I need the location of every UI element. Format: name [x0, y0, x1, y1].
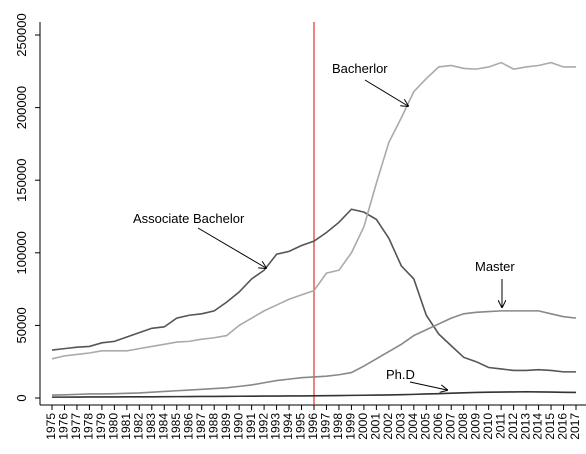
series-line [51, 208, 576, 373]
series-line [51, 61, 576, 360]
annotation-arrow [409, 381, 447, 390]
x-tick-label: 1978 [82, 413, 96, 440]
x-tick-label: 1992 [256, 413, 270, 440]
x-tick-label: 1999 [344, 413, 358, 440]
x-tick-label: 1982 [132, 413, 146, 440]
y-tick-label: 250000 [14, 13, 29, 56]
annotation: Ph.D [386, 367, 415, 382]
x-tick-label: 1997 [319, 413, 333, 440]
x-tick-label: 1995 [294, 413, 308, 440]
annotation: Bacherlor [332, 61, 388, 76]
y-tick-label: 150000 [14, 159, 29, 202]
y-tick-label: 200000 [14, 86, 29, 129]
annotation: Associate Bachelor [133, 211, 245, 226]
annotation-arrow [197, 227, 266, 268]
x-tick-label: 1991 [244, 413, 258, 440]
x-tick-label: 1981 [119, 413, 133, 440]
x-tick-label: 1979 [94, 413, 108, 440]
series-line [51, 310, 577, 396]
series-line [52, 390, 577, 398]
x-tick-label: 2014 [531, 413, 545, 440]
x-tick-label: 1984 [156, 413, 170, 440]
x-tick-label: 2017 [568, 413, 582, 440]
x-tick-label: 2010 [481, 413, 495, 440]
x-tick-label: 2012 [506, 413, 520, 440]
x-tick-label: 2016 [556, 413, 570, 440]
x-tick-label: 1985 [169, 413, 183, 440]
x-tick-label: 2008 [456, 413, 470, 440]
x-tick-label: 2009 [468, 413, 482, 440]
x-tick-label: 2001 [369, 413, 383, 440]
x-tick-label: 2004 [406, 413, 420, 440]
x-tick-label: 1994 [281, 413, 295, 440]
x-tick-label: 2002 [381, 413, 395, 440]
x-tick-label: 1996 [306, 413, 320, 440]
y-tick-label: 100000 [14, 231, 29, 274]
x-tick-label: 2000 [356, 413, 370, 440]
x-tick-label: 1988 [206, 413, 220, 440]
x-tick-label: 1998 [331, 413, 345, 440]
x-tick-label: 2006 [431, 413, 445, 440]
x-tick-label: 1993 [269, 413, 283, 440]
x-tick-label: 2007 [443, 413, 457, 440]
x-tick-label: 2003 [394, 413, 408, 440]
x-tick-label: 1980 [107, 413, 121, 440]
x-tick-label: 1987 [194, 413, 208, 440]
x-tick-label: 2015 [543, 413, 557, 440]
x-tick-label: 1975 [44, 413, 58, 440]
x-tick-label: 1990 [231, 413, 245, 440]
x-tick-label: 1983 [144, 413, 158, 440]
x-tick-label: 2013 [518, 413, 532, 440]
x-tick-label: 2011 [493, 413, 507, 439]
x-tick-label: 2005 [418, 413, 432, 440]
x-tick-label: 1977 [69, 413, 83, 440]
annotation: Master [475, 259, 515, 274]
annotation-arrow [364, 79, 408, 106]
x-tick-label: 1986 [181, 413, 195, 440]
x-tick-label: 1989 [219, 413, 233, 440]
y-tick-label: 0 [14, 394, 29, 401]
x-tick-label: 1976 [57, 413, 71, 440]
y-tick-label: 50000 [14, 307, 29, 343]
